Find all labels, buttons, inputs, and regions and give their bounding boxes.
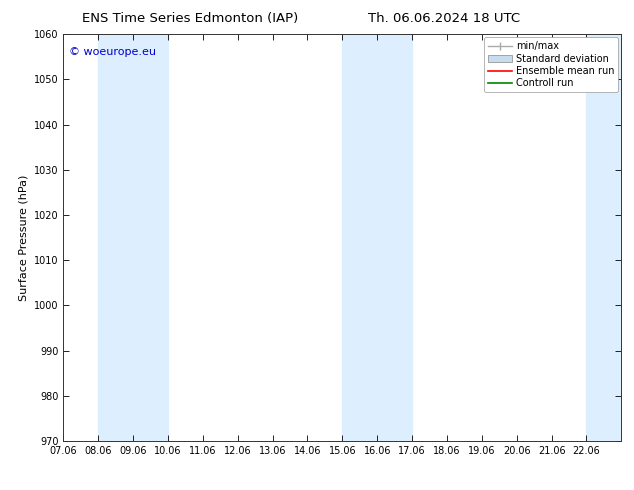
Legend: min/max, Standard deviation, Ensemble mean run, Controll run: min/max, Standard deviation, Ensemble me… [484, 37, 618, 92]
Text: ENS Time Series Edmonton (IAP): ENS Time Series Edmonton (IAP) [82, 12, 299, 25]
Text: © woeurope.eu: © woeurope.eu [69, 47, 156, 56]
Text: Th. 06.06.2024 18 UTC: Th. 06.06.2024 18 UTC [368, 12, 520, 25]
Bar [98, 34, 168, 441]
Y-axis label: Surface Pressure (hPa): Surface Pressure (hPa) [18, 174, 29, 301]
Bar [342, 34, 412, 441]
Bar [586, 34, 621, 441]
